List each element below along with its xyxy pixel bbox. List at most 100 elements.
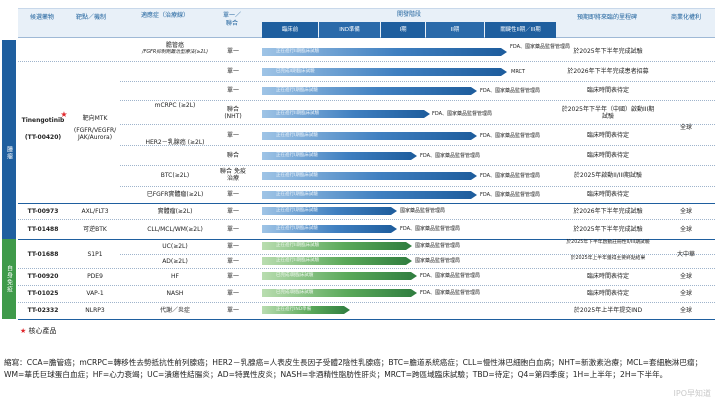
milestone-uc: 於2025年下半年啟動註冊性II/III期試驗 [566,240,650,245]
legend-core-product: ★ 核心產品 [20,326,57,336]
regimen-row3: 單一 [226,87,239,94]
rights-tt00920: 全球 [679,273,692,280]
indication-her2: HER2－乳腺癌 (≥2L) [145,139,205,146]
target-tt00920: PDE9 [87,273,103,280]
progress-bar-row1: 正在進行II期臨床試驗 [262,48,507,56]
regimen-tt01025: 單一 [226,290,239,297]
regulator-row8: FDA、國家藥品監督管理局 [480,192,541,198]
regimen-row4: 聯合 (NHT) [224,106,242,120]
stage-preclinical: 臨床前 [262,22,318,38]
side-label-autoimmune: 自身免疫 [2,239,16,319]
header-regimen: 單一／聯合 [222,12,241,27]
progress-bar-tt01025: 已完成I期臨床試驗 [262,289,417,297]
regimen-row5: 單一 [226,132,239,139]
indication-btc: BTC(≥2L) [160,172,190,179]
regimen-row6: 聯合 [226,152,239,159]
row-divider [18,268,715,269]
drug-name-tt00973: TT-00973 [27,208,59,215]
regulator-ad: 國家藥品監督管理局 [415,258,461,264]
regimen-row8: 單一 [226,191,239,198]
regimen-tt00920: 單一 [226,273,239,280]
regimen-tt01488: 單一 [226,226,239,233]
stage-ind: IND準備 [319,22,380,38]
progress-bar-row4: 正在進行II期臨床試驗 [262,110,430,118]
regulator-tt00920: FDA、國家藥品監督管理局 [420,273,481,279]
row-divider [120,186,715,187]
core-product-star: ★ [60,110,68,119]
stage-phase1: I期 [381,22,425,38]
rights-tinengotinib: 全球 [679,124,692,131]
progress-bar-ad: 正在進行II期臨床試驗 [262,257,412,265]
progress-bar-tt00973: 正在進行I期臨床試驗 [262,207,397,215]
regulator-tt01025: FDA、國家藥品監督管理局 [420,290,481,296]
regulator-row5: FDA、國家藥品監督管理局 [480,133,541,139]
header-rights: 商業化權利 [670,14,701,21]
header-target: 靶點／機制 [75,14,106,21]
abbreviations-note: 縮寫：CCA=膽管癌；mCRPC=轉移性去勢抵抗性前列腺癌；HER2－乳腺癌=人… [4,358,703,379]
indication-fgfr-solid: 已FGFR實體瘤(≥2L) [146,191,204,198]
row-divider [18,61,715,62]
rights-tt00973: 全球 [679,208,692,215]
drug-name-tt00920: TT-00920 [27,273,59,280]
target-tt01688: S1P1 [87,251,103,258]
regulator-row3: FDA、國家藥品監督管理局 [480,88,541,94]
milestone-ad: 於2025年上半年獲得主要終點結果 [570,256,646,261]
regimen-ad: 單一 [226,258,239,265]
regimen-uc: 單一 [226,243,239,250]
legend-label: 核心產品 [28,327,57,335]
progress-bar-tt01488: 正在進行I期臨床試驗 [262,225,397,233]
progress-bar-row7: 正在進行I期臨床試驗 [262,172,477,180]
progress-bar-row8: 正在進行I期臨床試驗 [262,191,477,199]
progress-bar-row6: 正在進行I期臨床試驗 [262,152,417,160]
rights-tt01488: 全球 [679,226,692,233]
group-divider [18,239,715,240]
target-tt02332: NLRP3 [85,307,105,314]
target-tt01488: 可逆BTK [83,226,107,233]
milestone-tt01488: 於2025年下半年完成試驗 [573,226,643,233]
group-divider [18,203,715,204]
regimen-row1: 單一 [226,48,239,55]
milestone-row8: 臨床時間表待定 [586,191,629,198]
indication-tt01025: NASH [166,290,184,297]
milestone-row3: 臨床時間表待定 [586,87,629,94]
drug-name-tt01688: TT-01688 [27,251,59,258]
progress-bar-row5: 正在進行I期臨床試驗 [262,132,477,140]
milestone-row5: 臨床時間表待定 [586,132,629,139]
milestone-tt01025: 臨床時間表待定 [586,290,629,297]
regimen-row2: 單一 [226,68,239,75]
indication-tt02332: 代謝／炎症 [159,307,190,314]
row-divider [18,219,715,220]
milestone-tt00973: 於2026年下半年完成試驗 [573,208,643,215]
regulator-tt01488: FDA、國家藥品監督管理局 [400,226,461,232]
milestone-row6: 臨床時間表待定 [586,152,629,159]
group-divider [18,319,715,320]
regulator-row1: FDA、國家藥品監督管理局 [510,44,571,50]
mechanism-detail: (FGFR/VEGFR/ JAK/Aurora) [73,127,117,141]
row-divider [120,165,715,166]
progress-bar-tt00920: 已完成I期臨床試驗 [262,272,417,280]
rights-tt01688: 大中華 [676,251,695,258]
drug-code-tinengotinib: (TT-00420) [24,134,62,141]
indication-tt01488: CLL/MCL/WM(≥2L) [147,226,203,233]
rights-tt01025: 全球 [679,290,692,297]
regimen-tt00973: 單一 [226,208,239,215]
indication-tt00920: HF [171,273,179,280]
milestone-row7: 於2025年啟動II/III期試驗 [573,172,643,179]
header-progress: 開發階段 [396,11,421,18]
stage-pivotal: 關鍵性II期／III期 [485,22,556,38]
target-tt01025: VAP-1 [86,290,104,297]
indication-cholangio: 膽管癌 [165,42,184,49]
milestone-tt02332: 於2025年上半年提交IND [573,307,643,314]
row-divider [120,124,715,125]
indication-mcrpc: mCRPC (≥2L) [154,102,196,109]
row-divider [120,145,715,146]
indication-ad: AD(≥2L) [162,258,188,265]
row-divider [120,254,715,255]
indication-tt00973: 實體瘤(≥2L) [157,208,193,215]
regulator-row6: FDA、國家藥品監督管理局 [420,153,481,159]
regimen-tt02332: 單一 [226,307,239,314]
row-divider [120,100,715,101]
drug-name-tt02332: TT-02332 [27,307,59,314]
progress-bar-tt02332: 正在進行IND準備 [262,306,350,314]
regulator-row7: FDA、國家藥品監督管理局 [480,173,541,179]
